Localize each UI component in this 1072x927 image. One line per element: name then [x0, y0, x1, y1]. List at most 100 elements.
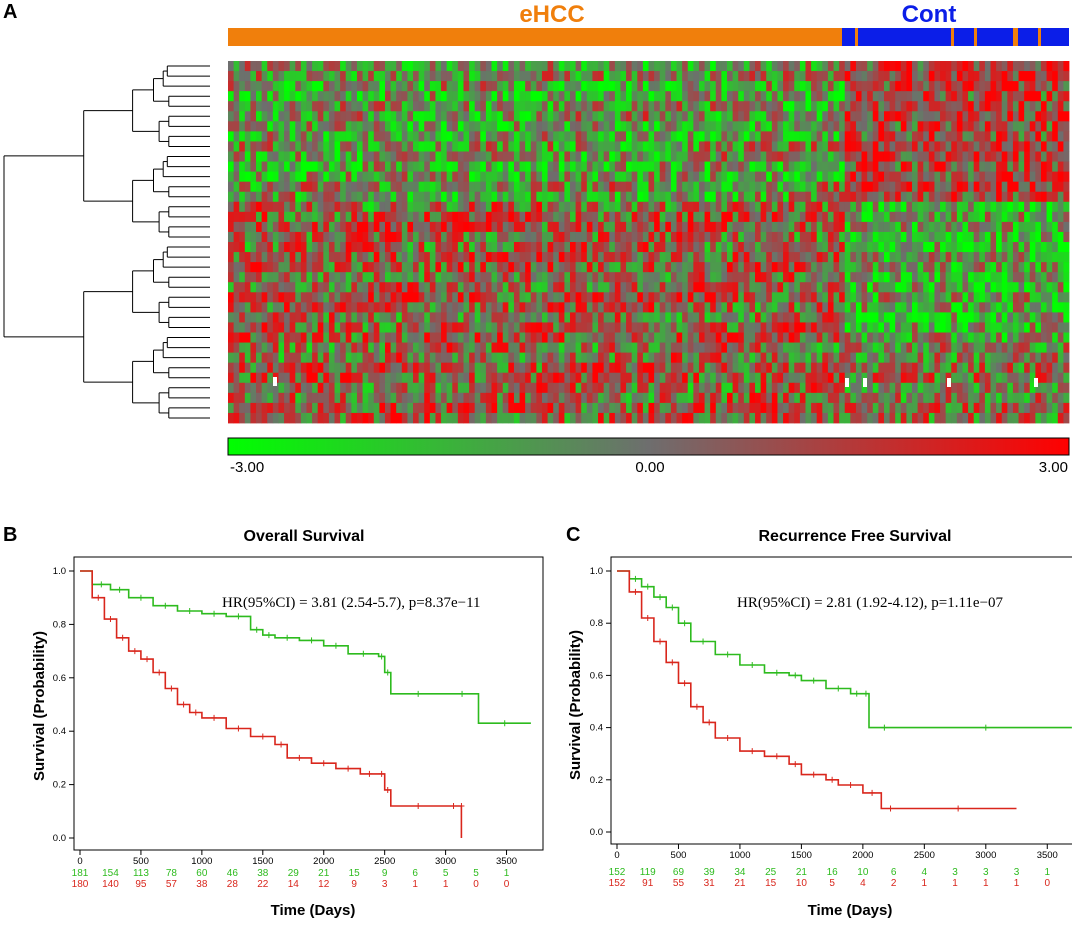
heatmap-cell	[323, 171, 330, 183]
heatmap-cell	[328, 342, 335, 354]
heatmap-cell	[289, 342, 296, 354]
heatmap-cell	[491, 282, 498, 293]
heatmap-cell	[631, 61, 638, 72]
heatmap-cell	[306, 312, 313, 323]
heatmap-cell	[463, 322, 470, 333]
heatmap-cell	[687, 272, 694, 283]
heatmap-cell	[799, 282, 806, 293]
heatmap-cell	[614, 252, 621, 263]
heatmap-cell	[295, 151, 302, 162]
heatmap-cell	[665, 151, 672, 162]
heatmap-cell	[474, 292, 481, 303]
heatmap-cell	[323, 101, 330, 112]
heatmap-cell	[760, 282, 767, 293]
heatmap-cell	[368, 292, 375, 303]
heatmap-cell	[755, 302, 762, 313]
heatmap-cell	[541, 151, 548, 162]
heatmap-cell	[323, 382, 330, 394]
heatmap-cell	[485, 282, 492, 293]
heatmap-cell	[687, 171, 694, 183]
heatmap-cell	[278, 121, 285, 132]
heatmap-cell	[564, 302, 571, 313]
heatmap-cell	[256, 322, 263, 333]
heatmap-cell	[491, 262, 498, 273]
heatmap-cell	[867, 262, 874, 273]
heatmap-cell	[670, 221, 677, 233]
heatmap-cell	[811, 282, 818, 293]
heatmap-cell	[827, 151, 834, 162]
heatmap-cell	[469, 362, 476, 374]
heatmap-cell	[923, 362, 930, 374]
heatmap-cell	[334, 372, 341, 384]
heatmap-cell	[973, 292, 980, 303]
heatmap-cell	[1035, 262, 1042, 273]
heatmap-cell	[928, 211, 935, 223]
heatmap-cell	[272, 131, 279, 142]
heatmap-cell	[1024, 101, 1031, 112]
heatmap-cell	[956, 362, 963, 374]
heatmap-cell	[788, 191, 795, 203]
heatmap-cell	[698, 352, 705, 364]
heatmap-cell	[659, 81, 666, 92]
heatmap-cell	[698, 191, 705, 203]
heatmap-cell	[771, 61, 778, 72]
heatmap-cell	[586, 151, 593, 162]
heatmap-cell	[676, 362, 683, 374]
heatmap-cell	[687, 201, 694, 213]
heatmap-cell	[1046, 161, 1053, 173]
heatmap-cell	[968, 242, 975, 253]
heatmap-cell	[418, 231, 425, 243]
heatmap-cell	[614, 312, 621, 323]
heatmap-cell	[228, 272, 235, 283]
heatmap-cell	[244, 262, 251, 273]
heatmap-cell	[407, 81, 414, 92]
heatmap-cell	[631, 171, 638, 183]
heatmap-cell	[1040, 81, 1047, 92]
heatmap-cell	[912, 141, 919, 152]
heatmap-cell	[379, 191, 386, 203]
heatmap-cell	[872, 101, 879, 112]
heatmap-cell	[267, 181, 274, 193]
heatmap-cell	[441, 61, 448, 72]
heatmap-cell	[441, 332, 448, 343]
heatmap-cell	[295, 211, 302, 223]
heatmap-cell	[839, 362, 846, 374]
heatmap-cell	[777, 101, 784, 112]
heatmap-cell	[620, 161, 627, 173]
heatmap-cell	[715, 342, 722, 354]
heatmap-cell	[934, 372, 941, 384]
heatmap-cell	[732, 302, 739, 313]
heatmap-cell	[934, 81, 941, 92]
heatmap-cell	[979, 231, 986, 243]
heatmap-cell	[508, 151, 515, 162]
heatmap-cell	[620, 282, 627, 293]
heatmap-cell	[648, 211, 655, 223]
heatmap-cell	[659, 211, 666, 223]
heatmap-cell	[631, 272, 638, 283]
heatmap-cell	[799, 332, 806, 343]
heatmap-cell	[928, 131, 935, 142]
heatmap-cell	[984, 61, 991, 72]
heatmap-cell	[244, 352, 251, 364]
heatmap-cell	[250, 252, 257, 263]
heatmap-cell	[1029, 231, 1036, 243]
heatmap-cell	[384, 161, 391, 173]
heatmap-cell	[844, 71, 851, 82]
heatmap-cell	[340, 322, 347, 333]
heatmap-cell	[743, 282, 750, 293]
heatmap-cell	[811, 332, 818, 343]
heatmap-cell	[233, 101, 240, 112]
heatmap-cell	[973, 191, 980, 203]
heatmap-cell	[687, 191, 694, 203]
heatmap-cell	[452, 211, 459, 223]
heatmap-cell	[289, 252, 296, 263]
heatmap-cell	[665, 382, 672, 394]
heatmap-cell	[698, 342, 705, 354]
heatmap-cell	[1046, 81, 1053, 92]
heatmap-cell	[917, 81, 924, 92]
heatmap-cell	[497, 161, 504, 173]
heatmap-cell	[760, 332, 767, 343]
heatmap-cell	[592, 151, 599, 162]
heatmap-cell	[827, 302, 834, 313]
heatmap-cell	[474, 151, 481, 162]
